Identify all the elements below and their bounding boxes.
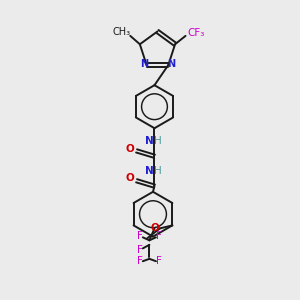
Text: H: H xyxy=(154,166,162,176)
Text: F: F xyxy=(137,231,143,242)
Text: H: H xyxy=(154,136,162,146)
Text: O: O xyxy=(126,143,134,154)
Text: CH₃: CH₃ xyxy=(113,27,131,37)
Text: F: F xyxy=(156,256,162,266)
Text: O: O xyxy=(126,173,134,183)
Text: F: F xyxy=(137,245,143,255)
Text: O: O xyxy=(150,224,159,233)
Text: N: N xyxy=(145,166,154,176)
Text: N: N xyxy=(145,136,154,146)
Text: N: N xyxy=(167,59,175,69)
Text: N: N xyxy=(140,59,148,69)
Text: F: F xyxy=(137,256,143,266)
Text: F: F xyxy=(156,231,162,242)
Text: CF₃: CF₃ xyxy=(187,28,205,38)
